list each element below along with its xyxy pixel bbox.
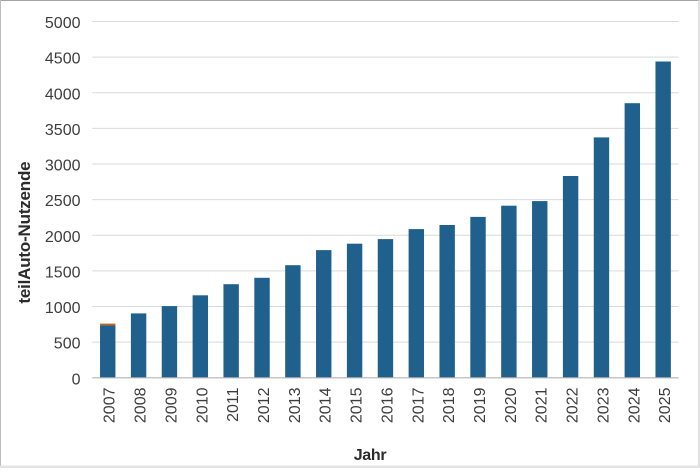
svg-text:2024: 2024 [626, 387, 643, 423]
svg-text:2500: 2500 [45, 193, 81, 210]
svg-text:0: 0 [72, 371, 81, 388]
svg-text:1500: 1500 [45, 264, 81, 281]
svg-text:2013: 2013 [287, 387, 304, 423]
svg-text:teilAuto-Nutzende: teilAuto-Nutzende [15, 162, 34, 304]
svg-text:2016: 2016 [379, 387, 396, 423]
svg-text:2025: 2025 [657, 387, 674, 423]
svg-text:2010: 2010 [194, 387, 211, 423]
svg-text:2023: 2023 [595, 387, 612, 423]
svg-text:2007: 2007 [102, 387, 119, 423]
svg-text:2000: 2000 [45, 229, 81, 246]
svg-text:4500: 4500 [45, 51, 81, 68]
svg-text:2009: 2009 [163, 387, 180, 423]
svg-text:2021: 2021 [534, 387, 551, 423]
svg-text:2018: 2018 [441, 387, 458, 423]
svg-text:2020: 2020 [503, 387, 520, 423]
svg-text:500: 500 [54, 336, 81, 353]
svg-text:2015: 2015 [349, 387, 366, 423]
svg-text:2017: 2017 [410, 387, 427, 423]
svg-text:3000: 3000 [45, 158, 81, 175]
svg-text:4000: 4000 [45, 86, 81, 103]
svg-text:2011: 2011 [225, 387, 242, 422]
svg-text:2022: 2022 [565, 387, 582, 423]
svg-text:Jahr: Jahr [354, 447, 387, 464]
svg-text:2014: 2014 [318, 387, 335, 423]
svg-text:5000: 5000 [45, 15, 81, 32]
svg-text:3500: 3500 [45, 122, 81, 139]
svg-text:2019: 2019 [472, 387, 489, 423]
svg-text:2012: 2012 [256, 387, 273, 423]
svg-text:1000: 1000 [45, 300, 81, 317]
svg-text:2008: 2008 [133, 387, 150, 423]
